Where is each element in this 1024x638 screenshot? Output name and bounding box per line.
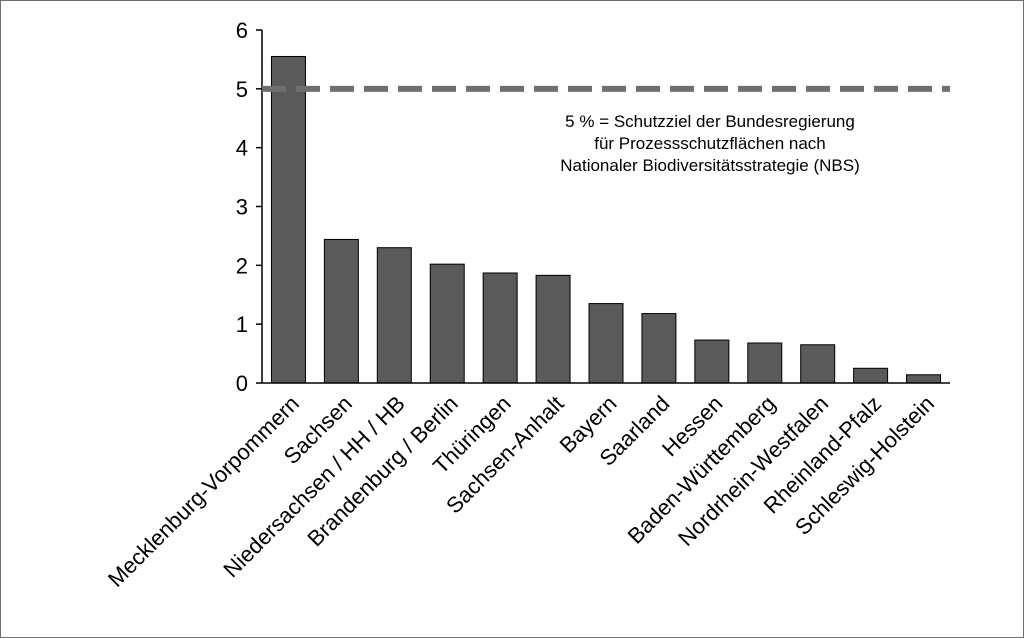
- y-ticks-group: 0 1 2 3 4 5 6: [236, 18, 262, 396]
- y-tick-label-1: 1: [236, 312, 248, 337]
- annotation-line-2: für Prozessschutzflächen nach: [594, 134, 826, 153]
- bar-hessen: [694, 339, 730, 384]
- bar-saarland: [641, 313, 677, 384]
- y-tick-label-4: 4: [236, 136, 248, 161]
- y-tick-label-6: 6: [236, 18, 248, 43]
- y-tick-label-5: 5: [236, 77, 248, 102]
- bar-sachsen-anhalt: [535, 274, 571, 384]
- bar-rheinland-pfalz: [853, 367, 889, 384]
- bar-mecklenburg-vorpommern: [270, 55, 306, 384]
- bar-bayern: [588, 303, 624, 384]
- bar-thüringen: [482, 272, 518, 384]
- annotation-line-3: Nationaler Biodiversitätsstrategie (NBS): [560, 156, 860, 175]
- x-labels-group: Mecklenburg-VorpommernSachsenNiedersachs…: [103, 391, 939, 592]
- annotation-line-1: 5 % = Schutzziel der Bundesregierung: [565, 112, 855, 131]
- x-category-label-0: Mecklenburg-Vorpommern: [103, 391, 304, 592]
- bar-brandenburg-berlin: [429, 263, 465, 384]
- bar-baden-württemberg: [747, 342, 783, 384]
- y-tick-label-3: 3: [236, 195, 248, 220]
- y-tick-label-0: 0: [236, 371, 248, 396]
- bar-sachsen: [323, 238, 359, 384]
- bar-schleswig-holstein: [906, 374, 942, 384]
- bar-nordrhein-westfalen: [800, 344, 836, 384]
- y-tick-label-2: 2: [236, 253, 248, 278]
- bars-group: [270, 55, 942, 384]
- bar-niedersachsen-hh-hb: [376, 247, 412, 384]
